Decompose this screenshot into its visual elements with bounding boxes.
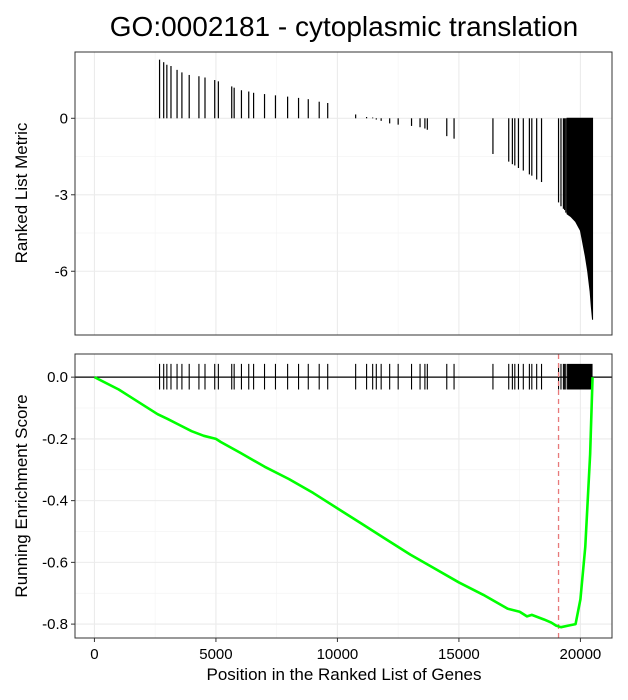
running-enrichment-y-tick-label: -0.8 (42, 616, 68, 633)
x-tick-label: 10000 (317, 646, 359, 663)
x-tick-label: 0 (90, 646, 98, 663)
running-enrichment-panel-border (74, 353, 613, 639)
ranked-metric-dense-bars (566, 117, 594, 320)
x-tick-label: 5000 (199, 646, 232, 663)
x-tick-label: 20000 (560, 646, 602, 663)
x-axis-label: Position in the Ranked List of Genes (207, 665, 482, 684)
enrichment-score-line (93, 375, 594, 629)
ranked-metric-y-tick-label: -3 (55, 187, 68, 204)
ranked-metric-panel: 0 -3 -6 (55, 51, 613, 336)
running-enrichment-panel: 0.0 -0.2 -0.4 -0.6 -0.8 0 5000 10000 15000 20000 (42, 353, 613, 663)
x-tick-label: 15000 (438, 646, 480, 663)
ranked-metric-y-label: Ranked List Metric (12, 122, 31, 263)
ranked-metric-y-tick-label: -6 (55, 263, 68, 280)
chart-title: GO:0002181 - cytoplasmic translation (110, 11, 578, 42)
running-enrichment-y-tick-label: 0.0 (47, 369, 68, 386)
running-enrichment-y-tick-label: -0.6 (42, 554, 68, 571)
ranked-metric-plot-background (75, 52, 612, 335)
ranked-metric-panel-border (74, 51, 613, 336)
running-enrichment-plot-background (75, 354, 612, 638)
enrichment-score-y-label: Running Enrichment Score (12, 394, 31, 597)
running-enrichment-y-tick-label: -0.2 (42, 431, 68, 448)
running-enrichment-y-tick-label: -0.4 (42, 493, 68, 510)
ranked-metric-y-tick-label: 0 (60, 110, 68, 127)
